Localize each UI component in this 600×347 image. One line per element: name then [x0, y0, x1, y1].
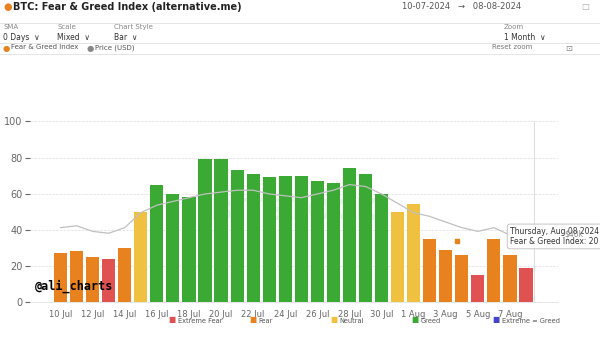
Text: Extreme Fear: Extreme Fear	[178, 319, 222, 324]
Bar	[263, 177, 276, 302]
Text: BTC: Fear & Greed Index (alternative.me): BTC: Fear & Greed Index (alternative.me)	[13, 2, 242, 12]
Bar	[520, 268, 533, 302]
Text: Mixed  ∨: Mixed ∨	[57, 33, 90, 42]
Text: Price (USD): Price (USD)	[95, 44, 134, 51]
Text: ⊡: ⊡	[565, 44, 572, 53]
Text: ●: ●	[3, 44, 10, 53]
Bar	[503, 255, 517, 302]
Bar	[343, 168, 356, 302]
Bar	[230, 170, 244, 302]
Bar	[455, 255, 469, 302]
Bar	[391, 212, 404, 302]
Text: ■: ■	[249, 315, 256, 324]
Text: Scale: Scale	[57, 24, 76, 30]
Text: Reset zoom: Reset zoom	[492, 44, 532, 50]
Text: Thursday, Aug 08 2024 UTC
Fear & Greed Index: 20: Thursday, Aug 08 2024 UTC Fear & Greed I…	[510, 227, 600, 246]
Text: 1 Month  ∨: 1 Month ∨	[504, 33, 545, 42]
Bar	[295, 176, 308, 302]
Text: Neutral: Neutral	[340, 319, 364, 324]
Text: ■: ■	[168, 315, 175, 324]
Text: BITSTOCK: BITSTOCK	[209, 197, 379, 226]
Text: ■: ■	[330, 315, 337, 324]
Bar	[214, 159, 227, 302]
Bar	[407, 204, 420, 302]
Text: □: □	[581, 2, 589, 11]
Bar	[439, 249, 452, 302]
Text: ●: ●	[87, 44, 94, 53]
Bar	[247, 174, 260, 302]
Text: 0 Days  ∨: 0 Days ∨	[3, 33, 40, 42]
Bar	[86, 257, 99, 302]
Text: Fear: Fear	[259, 319, 273, 324]
Text: Fear & Greed Index: Fear & Greed Index	[11, 44, 78, 50]
Bar	[375, 194, 388, 302]
Bar	[54, 253, 67, 302]
Bar	[150, 185, 163, 302]
Bar	[118, 248, 131, 302]
Text: Zoom: Zoom	[504, 24, 524, 30]
Text: Greed: Greed	[421, 319, 441, 324]
Bar	[471, 275, 484, 302]
Bar	[327, 183, 340, 302]
Bar	[102, 259, 115, 302]
Bar	[487, 239, 500, 302]
Text: 10-07-2024   →   08-08-2024: 10-07-2024 → 08-08-2024	[402, 2, 521, 11]
Text: Chart Style: Chart Style	[114, 24, 153, 30]
Text: Bar  ∨: Bar ∨	[114, 33, 137, 42]
Bar	[134, 212, 148, 302]
Bar	[359, 174, 372, 302]
Text: Extreme = Greed: Extreme = Greed	[502, 319, 560, 324]
Text: @ali_charts: @ali_charts	[35, 279, 113, 293]
Text: ■: ■	[411, 315, 418, 324]
Text: SMA: SMA	[3, 24, 18, 30]
Bar	[182, 197, 196, 302]
Bar	[278, 176, 292, 302]
Bar	[423, 239, 436, 302]
Bar	[70, 251, 83, 302]
Text: ●: ●	[3, 2, 11, 12]
Bar	[199, 159, 212, 302]
Bar	[166, 194, 179, 302]
Bar	[311, 181, 324, 302]
Text: ■: ■	[492, 315, 499, 324]
